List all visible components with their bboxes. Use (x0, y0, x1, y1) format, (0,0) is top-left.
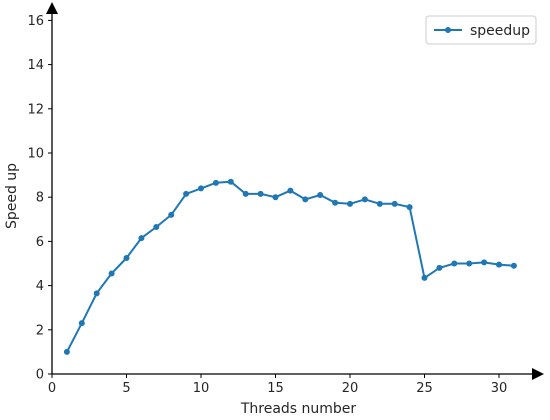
y-axis-ticks: 0 2 4 6 8 10 12 14 16 (27, 14, 52, 383)
data-point (332, 199, 339, 206)
y-tick-label: 6 (36, 235, 44, 250)
legend-box (425, 15, 537, 45)
data-point (347, 200, 353, 207)
data-point (242, 190, 249, 197)
data-point (361, 196, 368, 203)
data-point (123, 254, 130, 261)
x-tick-label: 10 (193, 381, 210, 396)
data-point (257, 190, 264, 197)
data-point (376, 200, 383, 207)
x-tick-label: 5 (122, 381, 130, 396)
data-point (466, 260, 473, 267)
data-point (78, 320, 85, 327)
data-point (317, 191, 324, 198)
data-point (451, 260, 458, 267)
data-point (481, 259, 488, 266)
legend: speedup (425, 15, 537, 45)
data-point (391, 200, 398, 207)
data-point (168, 211, 175, 218)
data-point (227, 178, 234, 185)
data-point (496, 261, 502, 268)
x-axis-label: Threads number (240, 401, 357, 417)
y-axis-label: Speed up (4, 163, 20, 229)
data-point (287, 187, 294, 194)
legend-label: speedup (470, 23, 530, 39)
data-point (63, 348, 70, 355)
y-tick-label: 16 (27, 14, 44, 29)
data-point (406, 204, 413, 211)
data-point (510, 262, 517, 269)
data-point (421, 274, 428, 281)
data-point (93, 290, 100, 297)
legend-marker (445, 27, 451, 33)
x-tick-label: 25 (416, 381, 433, 396)
y-tick-label: 0 (36, 368, 44, 383)
data-point (108, 270, 115, 277)
data-point (436, 264, 443, 271)
data-point (272, 194, 279, 201)
x-axis-ticks: 0 5 10 15 20 25 30 (48, 374, 507, 396)
x-tick-label: 30 (491, 381, 508, 396)
data-point (153, 224, 160, 231)
y-tick-label: 12 (27, 102, 44, 117)
x-tick-label: 20 (342, 381, 359, 396)
series-line (66, 180, 514, 353)
y-tick-label: 10 (27, 147, 44, 162)
data-point (212, 179, 219, 186)
series-layer (63, 178, 517, 355)
data-point (183, 190, 190, 197)
data-point (302, 196, 309, 203)
y-tick-label: 8 (36, 191, 44, 206)
x-tick-label: 0 (48, 381, 56, 396)
y-tick-label: 4 (36, 279, 44, 294)
data-point (198, 185, 204, 192)
data-point (138, 235, 145, 242)
y-tick-label: 14 (27, 58, 44, 73)
x-tick-label: 15 (267, 381, 284, 396)
y-tick-label: 2 (36, 323, 44, 338)
